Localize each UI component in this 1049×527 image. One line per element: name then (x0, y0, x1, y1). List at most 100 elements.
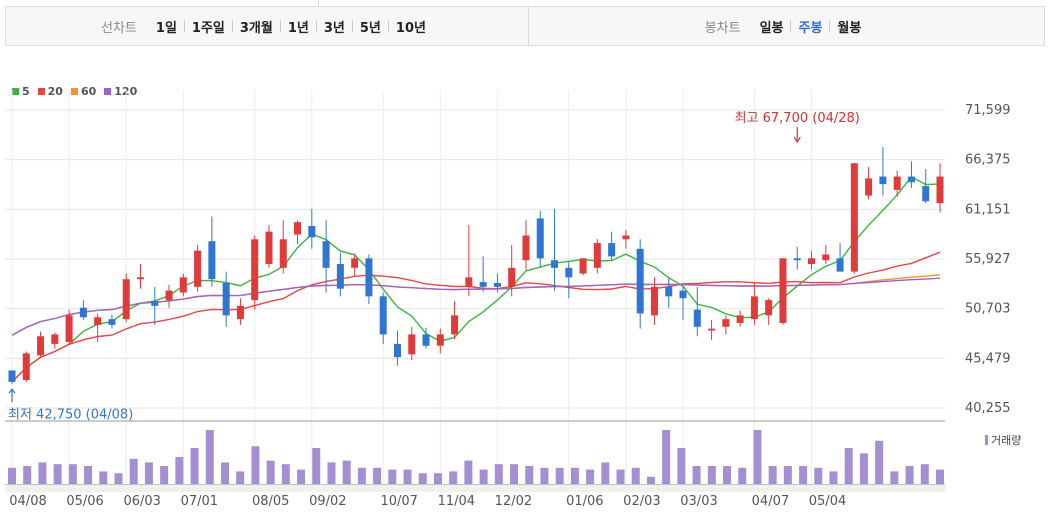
volume-bar (814, 467, 823, 484)
volume-bar (236, 471, 245, 484)
volume-bar (662, 430, 671, 484)
weekly-candle-button[interactable]: 주봉 (798, 20, 823, 36)
y-tick-label: 50,703 (965, 302, 1011, 317)
candle-body (279, 239, 287, 268)
volume-bar (38, 462, 47, 484)
y-tick-label: 71,599 (965, 103, 1011, 118)
daily-candle-button[interactable]: 일봉 (759, 20, 784, 36)
volume-bar (342, 460, 351, 484)
candle-body (536, 218, 544, 259)
candle-body (65, 315, 73, 342)
volume-bar (266, 460, 275, 484)
candle-body (936, 176, 944, 204)
volume-bar (677, 448, 686, 484)
candle-body (907, 176, 915, 183)
high-arrow-head (793, 136, 801, 144)
volume-series (8, 430, 944, 484)
volume-bar (205, 430, 214, 484)
candle-body (608, 243, 616, 257)
volume-bar (281, 464, 290, 484)
chart-axes: 71,599 66,375 61,151 55,927 50,703 45,479 40,2… (5, 103, 1021, 509)
candle-body (722, 319, 730, 327)
y-tick-label: 61,151 (965, 202, 1011, 217)
candlestick-series (8, 147, 944, 385)
candle-body (793, 258, 801, 261)
period-1w-button[interactable]: 1주일 (191, 20, 225, 36)
candle-body (308, 225, 316, 238)
candle-body (22, 353, 30, 381)
volume-bar (525, 466, 534, 484)
candle-body (8, 370, 16, 382)
volume-bar (114, 473, 123, 484)
candle-body (693, 309, 701, 327)
candle-body (422, 334, 430, 346)
candle-body (94, 317, 102, 325)
volume-legend-swatch (985, 435, 988, 445)
candle-body (765, 300, 773, 316)
volume-bar (449, 471, 458, 484)
candle-body (79, 307, 87, 318)
volume-bar (357, 467, 366, 484)
period-3y-button[interactable]: 3년 (323, 20, 345, 36)
x-tick-label: 01/06 (566, 494, 603, 509)
volume-bar (646, 476, 655, 484)
candle-body (479, 282, 487, 287)
volume-bar (129, 458, 138, 484)
candle-body (336, 264, 344, 289)
period-3m-button[interactable]: 3개월 (239, 20, 273, 36)
x-tick-label: 09/02 (309, 494, 346, 509)
period-1d-button[interactable]: 1일 (155, 20, 177, 36)
candle-body (493, 283, 501, 287)
candle-body (194, 250, 202, 287)
candle-body (51, 334, 59, 344)
candle-body (465, 277, 473, 287)
monthly-candle-button[interactable]: 월봉 (837, 20, 862, 36)
line-chart-period-group: 선차트 1일 1주일 3개월 1년 3년 5년 10년 (6, 7, 529, 45)
candle-body (222, 283, 230, 316)
volume-bar (723, 466, 732, 484)
volume-bar (8, 467, 16, 484)
volume-bar (555, 467, 564, 484)
volume-bar (829, 471, 838, 484)
period-10y-button[interactable]: 10년 (395, 20, 426, 36)
candle-body (636, 248, 644, 314)
volume-bar (616, 469, 625, 484)
candle-body (836, 258, 844, 272)
candle-body (922, 186, 930, 202)
y-tick-label: 40,255 (965, 401, 1011, 416)
volume-label: 거래량 (991, 434, 1021, 447)
legend-ma5: 5 (12, 85, 30, 98)
volume-bar (403, 469, 412, 484)
candle-body (294, 222, 302, 235)
volume-bar (601, 462, 610, 484)
candle-body (122, 279, 130, 320)
x-tick-label: 04/08 (9, 494, 46, 509)
y-tick-label: 45,479 (965, 351, 1011, 366)
candle-body (451, 315, 459, 335)
candle-body (265, 231, 273, 265)
period-1y-button[interactable]: 1년 (287, 20, 309, 36)
volume-bar (920, 464, 929, 484)
volume-bar (418, 473, 427, 484)
candle-body (408, 334, 416, 355)
volume-bar (799, 466, 808, 484)
volume-bar (905, 466, 914, 484)
volume-bar (936, 469, 944, 484)
volume-bar (510, 464, 519, 484)
volume-bar (570, 467, 579, 484)
volume-bar (479, 469, 488, 484)
chart-annotations: 최고 67,700 (04/28) 최저 42,750 (04/08) (8, 111, 860, 422)
volume-bar (890, 471, 899, 484)
candle-body (108, 319, 116, 325)
toolbar-notch (318, 0, 319, 6)
volume-bar (631, 467, 640, 484)
candle-chart-type-group: 봉차트 일봉 주봉 월봉 (529, 7, 1044, 45)
volume-bar (783, 466, 792, 484)
volume-bar (738, 467, 747, 484)
candle-body (522, 235, 530, 261)
period-5y-button[interactable]: 5년 (359, 20, 381, 36)
volume-bar (53, 464, 62, 484)
candle-body (379, 296, 387, 335)
candle-body (822, 254, 830, 261)
